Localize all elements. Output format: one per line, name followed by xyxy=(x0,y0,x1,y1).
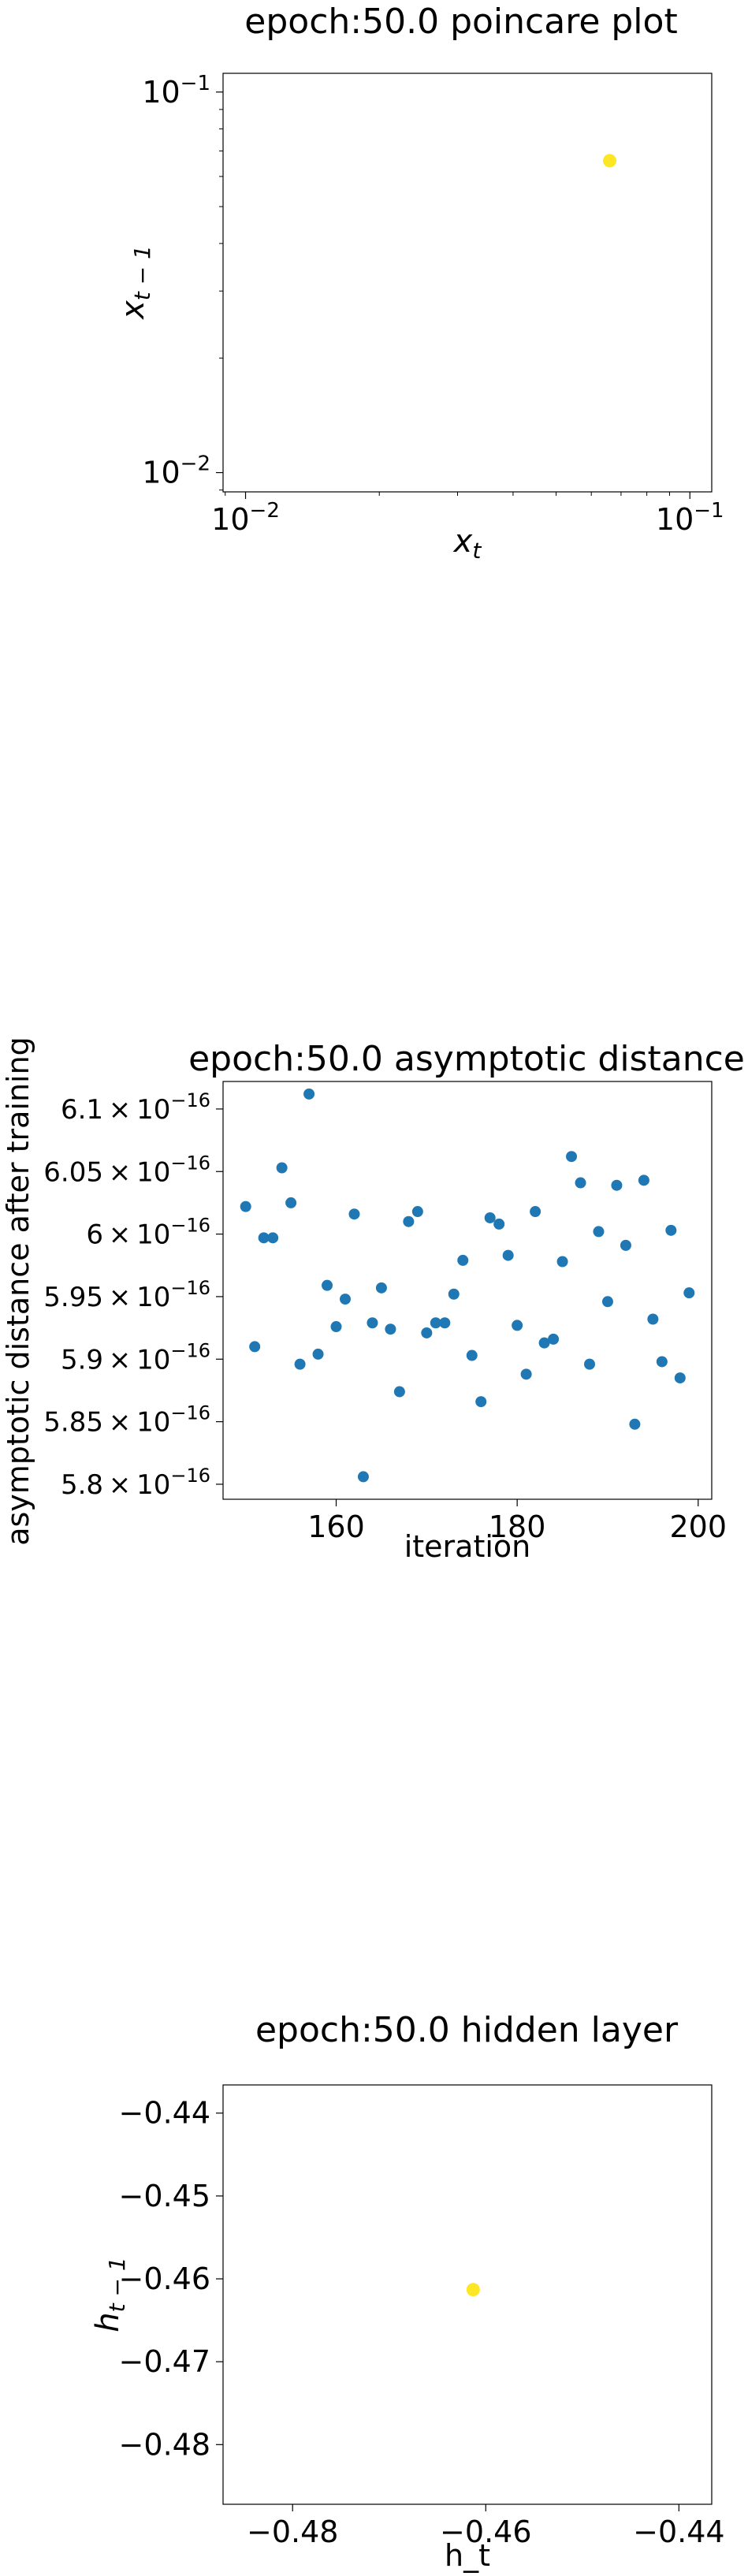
data-point xyxy=(249,1341,261,1353)
y-tick-label: −0.48 xyxy=(119,2427,210,2462)
y-tick-label: −0.45 xyxy=(119,2179,210,2213)
y-tick-label: 10−2 xyxy=(142,452,210,490)
hidden-xlabel: h_t xyxy=(445,2538,490,2573)
asymptotic-ylabel: asymptotic distance after training xyxy=(1,1037,35,1546)
data-point xyxy=(656,1356,668,1368)
data-point xyxy=(322,1279,333,1291)
data-point xyxy=(393,1386,405,1398)
data-point xyxy=(548,1333,560,1345)
data-point xyxy=(647,1313,659,1325)
y-tick-label: 5.8 × 10−16 xyxy=(61,1465,210,1501)
x-tick-label: 10−1 xyxy=(656,499,724,537)
y-tick-label: 6.1 × 10−16 xyxy=(61,1089,210,1126)
data-point xyxy=(340,1294,351,1305)
data-point xyxy=(566,1151,578,1163)
asymptotic-points xyxy=(240,1088,695,1483)
data-point xyxy=(385,1323,396,1335)
data-point xyxy=(603,154,617,168)
x-tick-label: −0.44 xyxy=(633,2515,724,2549)
y-tick-label: 5.9 × 10−16 xyxy=(61,1339,210,1375)
data-point xyxy=(276,1162,288,1174)
poincare-title: epoch:50.0 poincare plot xyxy=(244,2,677,42)
poincare-chart: epoch:50.0 poincare plot 10−2 10−110−210−… xyxy=(115,2,724,564)
hidden-points xyxy=(466,2283,480,2297)
x-tick-label: −0.48 xyxy=(247,2515,338,2549)
data-point xyxy=(403,1215,415,1227)
data-point xyxy=(330,1321,342,1333)
hidden-title: epoch:50.0 hidden layer xyxy=(255,2010,679,2050)
poincare-ticks: 10−2 10−1 10−2 10−1 xyxy=(142,72,724,537)
x-tick-label: 160 xyxy=(307,1509,365,1544)
data-point xyxy=(466,2283,480,2297)
data-point xyxy=(601,1296,613,1308)
x-tick-label: 200 xyxy=(670,1509,728,1544)
data-point xyxy=(348,1208,360,1220)
data-point xyxy=(584,1358,595,1370)
y-tick-label: 5.85 × 10−16 xyxy=(43,1402,210,1439)
y-tick-label: −0.44 xyxy=(119,2096,210,2131)
y-tick-label: 6.05 × 10−16 xyxy=(43,1152,210,1188)
asymptotic-title: epoch:50.0 asymptotic distance xyxy=(188,1039,745,1079)
data-point xyxy=(267,1232,279,1244)
poincare-ylabel: xt − 1 xyxy=(115,245,155,321)
poincare-plot-area xyxy=(222,73,713,493)
data-point xyxy=(240,1201,251,1212)
data-point xyxy=(683,1287,695,1299)
data-point xyxy=(493,1218,505,1230)
data-point xyxy=(484,1212,496,1223)
data-point xyxy=(475,1396,487,1408)
hidden-layer-chart: epoch:50.0 hidden layer −0.48 −0.46 −0.44−… xyxy=(90,2010,725,2573)
y-tick-label: 10−1 xyxy=(142,72,210,110)
y-tick-label: −0.46 xyxy=(119,2261,210,2296)
data-point xyxy=(448,1288,460,1300)
hidden-ylabel: ht − 1 xyxy=(90,2257,130,2332)
data-point xyxy=(367,1317,378,1329)
data-point xyxy=(258,1232,270,1244)
x-tick-label: 180 xyxy=(489,1509,546,1544)
asymptotic-ticks: 160 180 200 5.8 × 10−16 5.85 × 10−16 5.9 × 10… xyxy=(43,1089,727,1544)
data-point xyxy=(665,1224,677,1236)
data-point xyxy=(638,1174,649,1186)
data-point xyxy=(430,1317,441,1329)
data-point xyxy=(538,1337,550,1349)
hidden-ticks: −0.48 −0.46 −0.44 −0.44 −0.45 −0.46 −0.47 −0.48 xyxy=(119,2096,725,2549)
y-tick-label: 6 × 10−16 xyxy=(86,1215,210,1251)
data-point xyxy=(312,1348,324,1360)
data-point xyxy=(466,1349,478,1361)
y-tick-label: 5.95 × 10−16 xyxy=(43,1277,210,1313)
data-point xyxy=(502,1249,514,1261)
data-point xyxy=(674,1372,686,1384)
asymptotic-plot-area xyxy=(222,1081,713,1500)
data-point xyxy=(421,1327,433,1338)
data-point xyxy=(303,1088,315,1100)
data-point xyxy=(411,1206,423,1218)
data-point xyxy=(512,1320,523,1331)
x-tick-label: −0.46 xyxy=(440,2515,531,2549)
data-point xyxy=(357,1471,369,1483)
data-point xyxy=(530,1206,541,1218)
data-point xyxy=(294,1358,306,1370)
data-point xyxy=(611,1179,623,1191)
data-point xyxy=(620,1239,631,1251)
data-point xyxy=(439,1317,451,1329)
data-point xyxy=(375,1282,387,1294)
data-point xyxy=(629,1418,641,1430)
data-point xyxy=(520,1368,532,1380)
data-point xyxy=(285,1197,297,1208)
asymptotic-xlabel: iteration xyxy=(404,1529,531,1564)
data-point xyxy=(575,1177,586,1189)
asymptotic-distance-chart: epoch:50.0 asymptotic distance 160 180 200… xyxy=(1,1037,745,1564)
x-tick-label: 10−2 xyxy=(211,499,280,537)
poincare-xlabel: xt xyxy=(452,523,482,564)
data-point xyxy=(457,1254,469,1266)
data-point xyxy=(556,1256,568,1268)
poincare-points xyxy=(603,154,617,168)
hidden-plot-area xyxy=(222,2084,713,2505)
data-point xyxy=(593,1226,605,1238)
y-tick-label: −0.47 xyxy=(119,2344,210,2379)
